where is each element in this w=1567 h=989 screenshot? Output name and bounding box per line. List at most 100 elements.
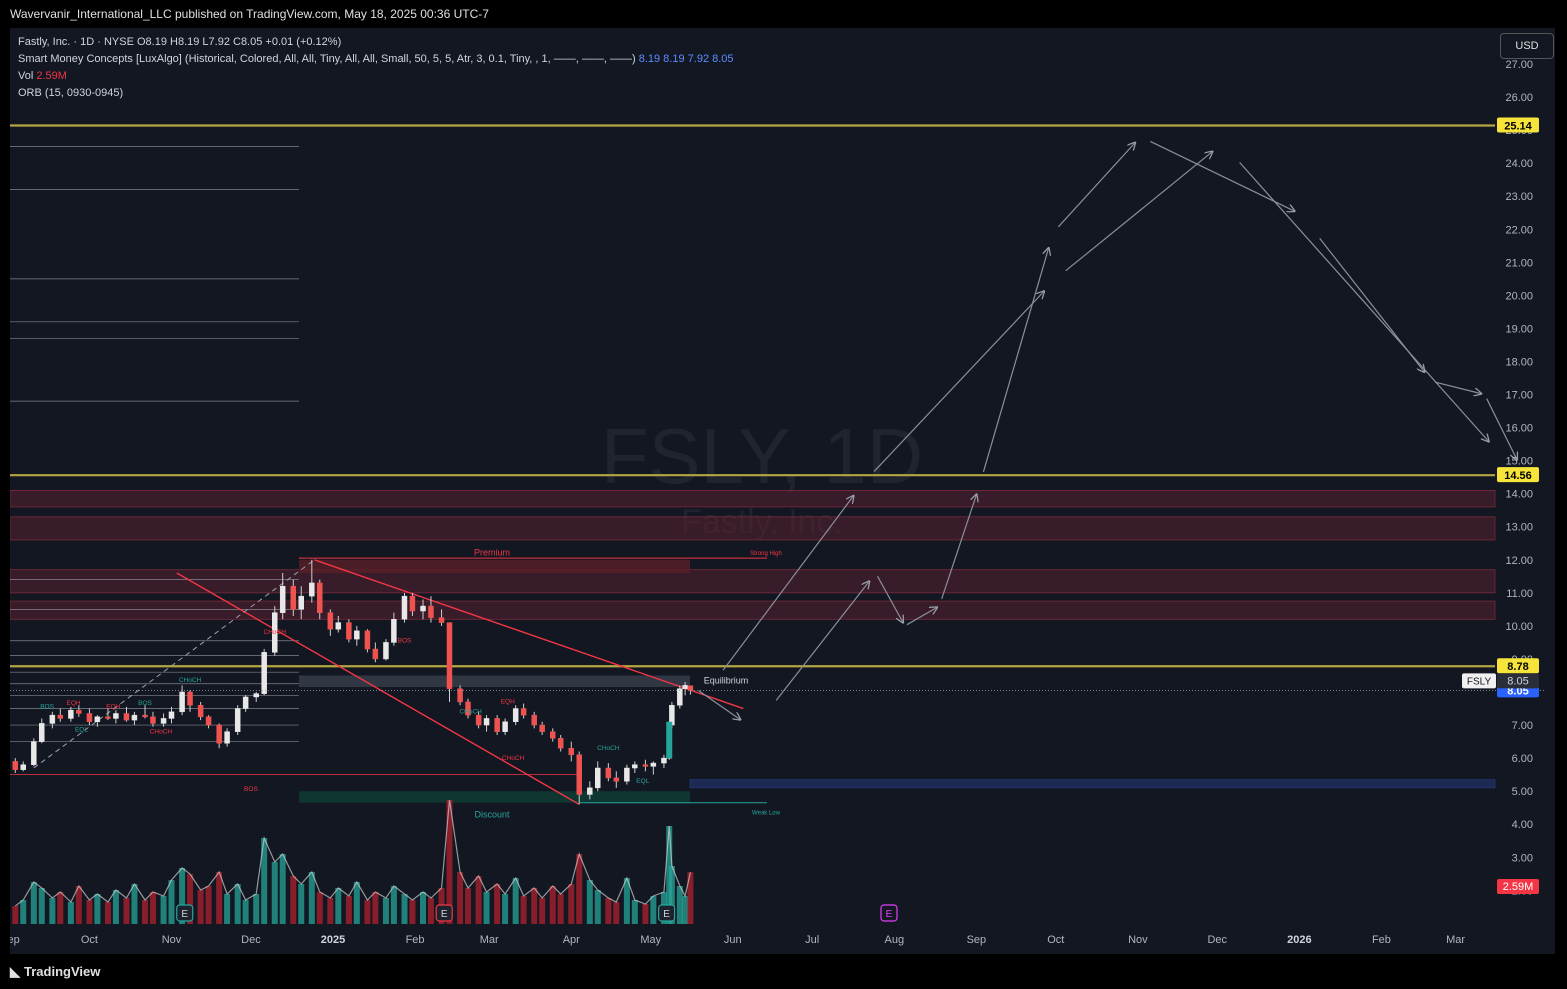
smc-legend-line[interactable]: Smart Money Concepts [LuxAlgo] (Historic… [18,51,734,68]
projection-arrow[interactable] [1486,398,1517,460]
currency-button[interactable]: USD [1500,33,1554,59]
tradingview-brand[interactable]: ◣ TradingView [10,964,100,980]
candle-body[interactable] [642,764,649,767]
price-tag[interactable] [1497,658,1539,674]
projection-arrow[interactable] [1065,151,1213,272]
candle-body[interactable] [179,691,185,713]
candle-body[interactable] [520,708,527,716]
candle-body[interactable] [131,714,138,721]
candle-body[interactable] [234,708,241,732]
candle-body[interactable] [409,595,416,612]
trendline[interactable] [314,559,744,710]
candle-body[interactable] [420,605,426,612]
candle-body[interactable] [39,723,45,742]
candle-body[interactable] [317,582,323,613]
earnings-marker[interactable] [657,904,676,922]
candle-body[interactable] [438,617,445,623]
candle-body[interactable] [576,754,582,795]
earnings-marker[interactable] [176,904,194,922]
projection-arrow[interactable] [982,248,1048,472]
candle-body[interactable] [465,701,471,716]
candle-body[interactable] [335,622,342,630]
candle-body[interactable] [94,716,101,722]
volume-tag[interactable] [1497,879,1539,894]
candle-body[interactable] [290,585,297,610]
projection-arrow[interactable] [1319,238,1425,372]
candle-body[interactable] [187,691,193,706]
candle-body[interactable] [446,622,453,689]
candle-body[interactable] [512,708,519,722]
candle-body[interactable] [253,693,259,698]
candle-body[interactable] [160,718,167,724]
candle-body[interactable] [666,721,673,759]
candle-body[interactable] [309,582,315,597]
candle-body[interactable] [354,630,360,640]
earnings-marker[interactable] [435,904,453,922]
candle-body[interactable] [31,741,37,765]
candle-body[interactable] [49,714,56,724]
candle-body[interactable] [475,714,482,726]
candle-body[interactable] [205,716,212,726]
price-tag[interactable] [1497,117,1539,133]
candle-body[interactable] [613,777,620,782]
candle-body[interactable] [279,585,286,613]
projection-arrow[interactable] [698,690,741,720]
projection-arrow[interactable] [873,291,1044,472]
candle-body[interactable] [687,685,694,691]
candle-body[interactable] [483,718,490,726]
candle-body[interactable] [383,642,389,660]
candle-body[interactable] [549,731,556,739]
candle-body[interactable] [531,714,537,726]
candle-body[interactable] [682,685,688,689]
projection-arrow[interactable] [876,575,903,623]
projection-arrow[interactable] [1434,381,1482,394]
candle-body[interactable] [428,605,434,618]
candle-body[interactable] [595,767,601,789]
candle-body[interactable] [372,648,379,660]
orb-legend-line[interactable]: ORB (15, 0930-0945) [18,87,124,99]
candle-body[interactable] [557,738,564,749]
projection-arrow[interactable] [775,581,869,701]
candle-body[interactable] [364,630,371,650]
candle-body[interactable] [216,724,222,744]
candle-body[interactable] [12,761,19,770]
candle-body[interactable] [197,704,204,718]
candle-body[interactable] [123,713,130,721]
candle-body[interactable] [242,696,249,709]
candle-body[interactable] [20,764,26,770]
candle-body[interactable] [391,619,397,643]
candle-body[interactable] [327,612,334,630]
candle-body[interactable] [568,747,575,756]
candle-body[interactable] [587,787,593,795]
symbol-legend-line[interactable]: Fastly, Inc. · 1D · NYSE O8.19 H8.19 L7.… [18,36,342,48]
candle-body[interactable] [661,757,667,764]
dashed-trendline[interactable] [33,559,315,769]
earnings-marker[interactable] [880,904,898,922]
candle-body[interactable] [57,714,64,719]
candle-body[interactable] [76,709,82,714]
projection-arrow[interactable] [941,494,977,600]
candle-body[interactable] [632,764,638,769]
candle-body[interactable] [105,716,111,719]
projection-arrow[interactable] [1239,161,1489,441]
candle-body[interactable] [650,762,657,767]
candle-body[interactable] [494,718,500,732]
candle-body[interactable] [272,612,278,653]
projection-arrow[interactable] [722,496,853,671]
candle-body[interactable] [168,711,175,719]
symbol-tag[interactable] [1462,673,1496,689]
price-tag[interactable] [1497,467,1539,483]
projection-arrow[interactable] [1057,142,1135,228]
candle-body[interactable] [539,724,545,732]
candle-body[interactable] [68,709,74,719]
candle-body[interactable] [298,595,304,610]
projection-arrow[interactable] [1150,140,1294,211]
candle-body[interactable] [605,767,612,779]
candle-body[interactable] [150,716,156,724]
volume-legend-line[interactable]: Vol 2.59M [18,68,734,85]
candle-body[interactable] [457,688,463,703]
candle-body[interactable] [142,714,148,718]
projection-arrow[interactable] [906,607,937,626]
